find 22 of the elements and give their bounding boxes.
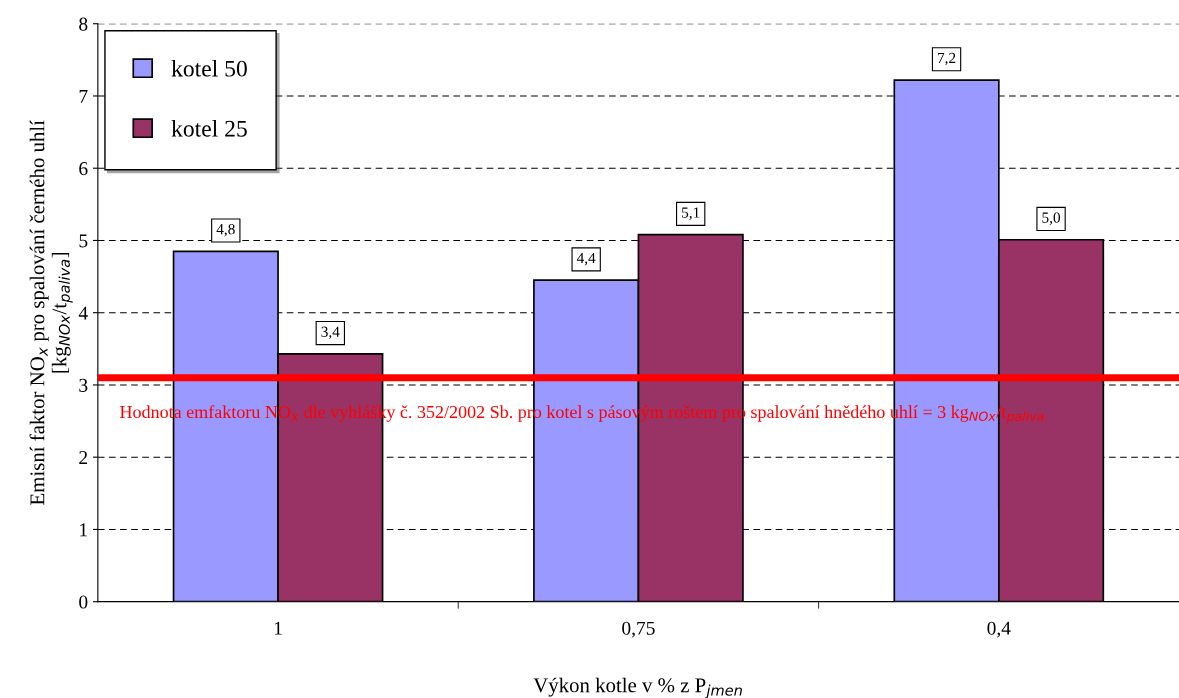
- legend-label: kotel 50: [171, 60, 247, 77]
- x-tick-label: 0,4: [987, 621, 1011, 638]
- y-tick-label: 4: [78, 306, 88, 320]
- y-tick-label: 1: [80, 523, 87, 537]
- y-axis-title: Emisní faktor NO$_{x}$ pro spalování černého uhlí [kg$_{NOx}$/t$_{paliva}$]: [29, 120, 73, 505]
- x-tick-label: 1: [274, 621, 282, 635]
- data-label: 4,4: [576, 253, 596, 266]
- y-tick-label: 3: [79, 378, 88, 392]
- y-tick-label: 7: [79, 89, 88, 103]
- x-tick-label: 0,75: [622, 621, 655, 638]
- y-tick-label: 6: [79, 162, 88, 176]
- legend-label: kotel 25: [171, 120, 247, 137]
- data-label: 5,1: [682, 207, 700, 220]
- data-label: 7,2: [938, 52, 956, 66]
- x-axis-title: Výkon kotle v % z P$_{jmen}$: [533, 677, 742, 698]
- data-label: 3,4: [321, 326, 340, 340]
- y-tick-label: 2: [79, 451, 88, 464]
- y-tick-label: 5: [79, 234, 88, 248]
- y-tick-label: 8: [79, 17, 88, 31]
- y-tick-label: 0: [79, 595, 88, 609]
- data-label: 5,0: [1042, 212, 1061, 225]
- data-label: 4,8: [216, 224, 235, 237]
